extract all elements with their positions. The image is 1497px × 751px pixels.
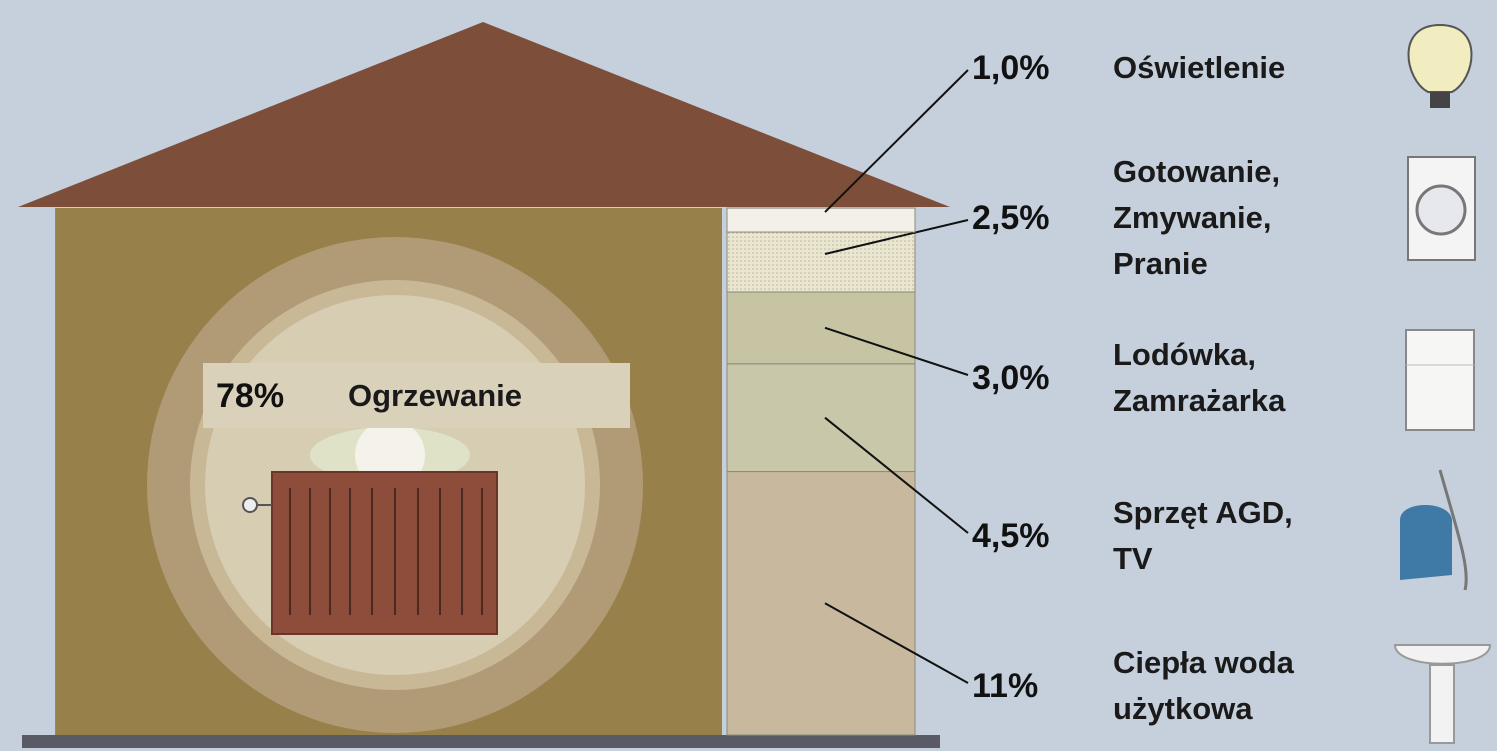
- infographic: 78% Ogrzewanie 11% Ciepła woda użytkowa 4,5…: [0, 0, 1497, 751]
- value-label: 3,0%: [972, 359, 1050, 397]
- value-label: 4,5%: [972, 517, 1050, 555]
- radiator-icon: [243, 472, 497, 634]
- heating-label: Ogrzewanie: [348, 378, 522, 413]
- category-label: Oświetlenie: [1113, 50, 1285, 85]
- segment: [727, 364, 915, 472]
- segment: [727, 472, 915, 735]
- category-label: Gotowanie,: [1113, 154, 1280, 189]
- segment: [727, 292, 915, 364]
- value-label: 11%: [972, 667, 1038, 705]
- category-label: Lodówka,: [1113, 337, 1256, 372]
- category-label: Sprzęt AGD,: [1113, 495, 1293, 530]
- value-label: 2,5%: [972, 199, 1050, 237]
- segment: [727, 208, 915, 232]
- value-label: 1,0%: [972, 49, 1050, 87]
- category-label: Zmywanie,: [1113, 200, 1272, 235]
- ground: [22, 735, 940, 748]
- category-label: Ciepła woda: [1113, 645, 1295, 680]
- category-label: TV: [1113, 541, 1153, 576]
- category-label: Pranie: [1113, 246, 1208, 281]
- heating-value-label: 78%: [216, 377, 284, 415]
- segment: [727, 232, 915, 292]
- category-label: Zamrażarka: [1113, 383, 1286, 418]
- category-label: użytkowa: [1113, 691, 1253, 726]
